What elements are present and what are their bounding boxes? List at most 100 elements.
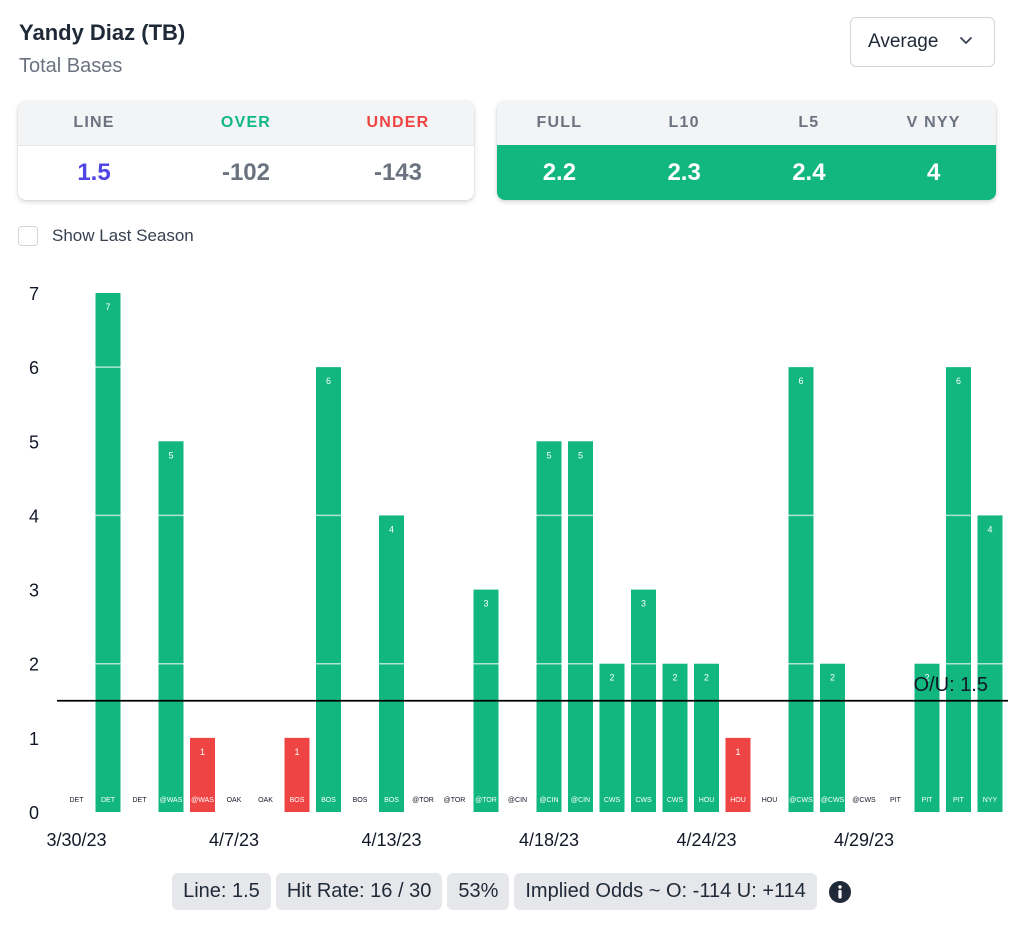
bar-value-label: 7 bbox=[105, 302, 110, 312]
y-tick-label: 4 bbox=[29, 506, 39, 526]
x-date-label: 4/13/23 bbox=[361, 830, 421, 850]
show-last-season-toggle[interactable]: Show Last Season bbox=[18, 226, 194, 246]
bar-value-label: 1 bbox=[200, 747, 205, 757]
bar-value-label: 2 bbox=[672, 673, 677, 683]
show-last-season-checkbox[interactable] bbox=[18, 226, 38, 246]
bar bbox=[662, 663, 688, 812]
bar bbox=[725, 737, 751, 812]
averages-card: FULL 2.2 L10 2.3 L5 2.4 V NYY 4 bbox=[497, 101, 996, 200]
bar-value-label: 6 bbox=[326, 376, 331, 386]
l5-average: 2.4 bbox=[746, 145, 872, 200]
opponent-label: BOS bbox=[321, 797, 336, 804]
opponent-label: @CWS bbox=[789, 797, 813, 804]
line-header: LINE bbox=[18, 101, 170, 146]
bar-value-label: 2 bbox=[704, 673, 709, 683]
opponent-label: CWS bbox=[604, 797, 621, 804]
line-value: 1.5 bbox=[77, 159, 111, 186]
opponent-label: PIT bbox=[890, 797, 902, 804]
y-tick-label: 3 bbox=[29, 581, 39, 601]
bar-value-label: 2 bbox=[609, 673, 614, 683]
opponent-label: @WAS bbox=[160, 797, 183, 804]
line-column: LINE 1.5 bbox=[18, 101, 170, 200]
hit-rate-chip: Hit Rate: 16 / 30 bbox=[275, 873, 443, 910]
bar bbox=[190, 737, 215, 812]
bar bbox=[568, 441, 593, 812]
bar-value-label: 4 bbox=[987, 524, 992, 534]
opponent-label: @CWS bbox=[852, 797, 876, 804]
bar bbox=[536, 441, 562, 812]
bar bbox=[694, 663, 719, 812]
vs-opponent-column: V NYY 4 bbox=[871, 101, 996, 200]
opponent-label: BOS bbox=[353, 797, 368, 804]
full-header: FULL bbox=[497, 101, 622, 145]
hit-percent-chip: 53% bbox=[447, 873, 510, 910]
x-date-label: 4/29/23 bbox=[834, 830, 894, 850]
summary-bar: Line: 1.5 Hit Rate: 16 / 30 53% Implied … bbox=[0, 873, 1024, 910]
opponent-label: @TOR bbox=[444, 797, 466, 804]
under-odds: -143 bbox=[373, 159, 423, 186]
opponent-label: HOU bbox=[762, 797, 778, 804]
opponent-label: DET bbox=[101, 797, 116, 804]
opponent-label: OAK bbox=[227, 797, 242, 804]
bar bbox=[158, 441, 184, 812]
opponent-label: NYY bbox=[983, 797, 998, 804]
bar-value-label: 6 bbox=[956, 376, 961, 386]
opponent-label: CWS bbox=[667, 797, 684, 804]
chevron-down-icon bbox=[960, 37, 972, 44]
l10-average: 2.3 bbox=[621, 145, 747, 200]
x-date-label: 3/30/23 bbox=[46, 830, 106, 850]
vs-opponent-header: V NYY bbox=[871, 101, 996, 145]
vs-opponent-average: 4 bbox=[871, 145, 996, 200]
over-column: OVER -102 bbox=[170, 101, 322, 200]
opponent-label: BOS bbox=[384, 797, 399, 804]
opponent-label: DET bbox=[133, 797, 148, 804]
stat-mode-dropdown[interactable]: Average bbox=[850, 17, 995, 67]
dropdown-value: Average bbox=[868, 31, 939, 52]
bar-value-label: 2 bbox=[830, 673, 835, 683]
game-log-bar-chart: 0 1 2 3 4 5 6 7 DET 7 DET DET 5 @WAS 1 @WAS OAK OAK 1 BOS 6 B… bbox=[29, 284, 1008, 850]
y-tick-label: 7 bbox=[29, 284, 39, 304]
y-tick-label: 0 bbox=[29, 803, 39, 823]
opponent-label: HOU bbox=[730, 797, 746, 804]
line-chip: Line: 1.5 bbox=[172, 873, 271, 910]
x-date-label: 4/7/23 bbox=[209, 830, 259, 850]
opponent-label: @CIN bbox=[508, 797, 527, 804]
opponent-label: @WAS bbox=[191, 797, 214, 804]
l5-header: L5 bbox=[746, 101, 872, 145]
opponent-label: @CIN bbox=[571, 797, 590, 804]
over-header: OVER bbox=[170, 101, 322, 146]
prop-type: Total Bases bbox=[19, 55, 123, 77]
bar-value-label: 5 bbox=[578, 450, 583, 460]
under-column: UNDER -143 bbox=[322, 101, 474, 200]
full-column: FULL 2.2 bbox=[497, 101, 622, 200]
opponent-label: @TOR bbox=[412, 797, 434, 804]
l10-column: L10 2.3 bbox=[621, 101, 747, 200]
bar bbox=[946, 367, 971, 812]
bar-value-label: 5 bbox=[168, 450, 173, 460]
y-tick-label: 5 bbox=[29, 432, 39, 452]
info-icon[interactable] bbox=[828, 880, 852, 904]
l5-column: L5 2.4 bbox=[746, 101, 872, 200]
bar-value-label: 2 bbox=[924, 673, 929, 683]
bar bbox=[788, 367, 814, 812]
line-odds-card: LINE 1.5 OVER -102 UNDER -143 bbox=[18, 101, 474, 200]
show-last-season-label: Show Last Season bbox=[52, 226, 194, 245]
over-odds: -102 bbox=[221, 159, 271, 186]
bar bbox=[599, 663, 625, 812]
y-tick-label: 1 bbox=[29, 729, 39, 749]
implied-odds-chip: Implied Odds ~ O: -114 U: +114 bbox=[514, 873, 817, 910]
bar bbox=[95, 293, 121, 812]
opponent-label: HOU bbox=[699, 797, 715, 804]
opponent-label: BOS bbox=[290, 797, 305, 804]
bar bbox=[284, 737, 310, 812]
player-name: Yandy Diaz (TB) bbox=[19, 20, 186, 45]
opponent-label: @TOR bbox=[475, 797, 497, 804]
under-header: UNDER bbox=[322, 101, 474, 146]
x-date-label: 4/18/23 bbox=[519, 830, 579, 850]
bar-value-label: 3 bbox=[483, 599, 488, 609]
y-tick-label: 2 bbox=[29, 655, 39, 675]
y-tick-label: 6 bbox=[29, 358, 39, 378]
bar-value-label: 4 bbox=[389, 524, 394, 534]
opponent-label: PIT bbox=[922, 797, 934, 804]
bar-value-label: 1 bbox=[735, 747, 740, 757]
